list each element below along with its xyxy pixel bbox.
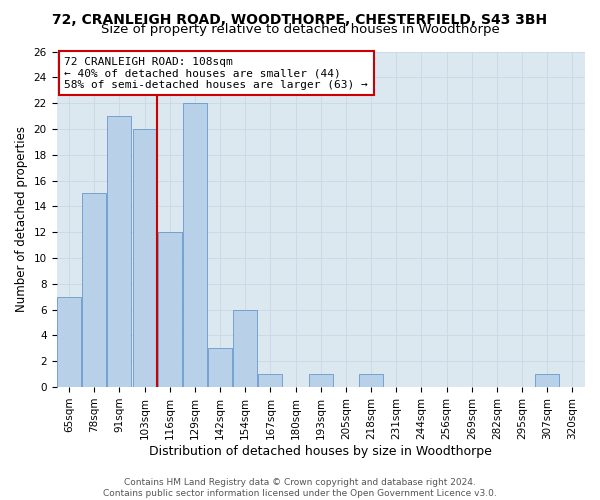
Bar (359, 374, 383, 387)
Bar (208, 348, 232, 387)
Bar (107, 116, 131, 387)
Bar (158, 232, 182, 387)
Text: 72, CRANLEIGH ROAD, WOODTHORPE, CHESTERFIELD, S43 3BH: 72, CRANLEIGH ROAD, WOODTHORPE, CHESTERF… (52, 12, 548, 26)
Bar (259, 374, 283, 387)
Bar (57, 296, 81, 387)
Bar (309, 374, 333, 387)
Bar (233, 310, 257, 387)
Bar (183, 103, 207, 387)
Bar (535, 374, 559, 387)
Text: Contains HM Land Registry data © Crown copyright and database right 2024.
Contai: Contains HM Land Registry data © Crown c… (103, 478, 497, 498)
Text: 72 CRANLEIGH ROAD: 108sqm
← 40% of detached houses are smaller (44)
58% of semi-: 72 CRANLEIGH ROAD: 108sqm ← 40% of detac… (64, 56, 368, 90)
Text: Size of property relative to detached houses in Woodthorpe: Size of property relative to detached ho… (101, 22, 499, 36)
Y-axis label: Number of detached properties: Number of detached properties (15, 126, 28, 312)
Bar (82, 194, 106, 387)
X-axis label: Distribution of detached houses by size in Woodthorpe: Distribution of detached houses by size … (149, 444, 492, 458)
Bar (133, 129, 157, 387)
